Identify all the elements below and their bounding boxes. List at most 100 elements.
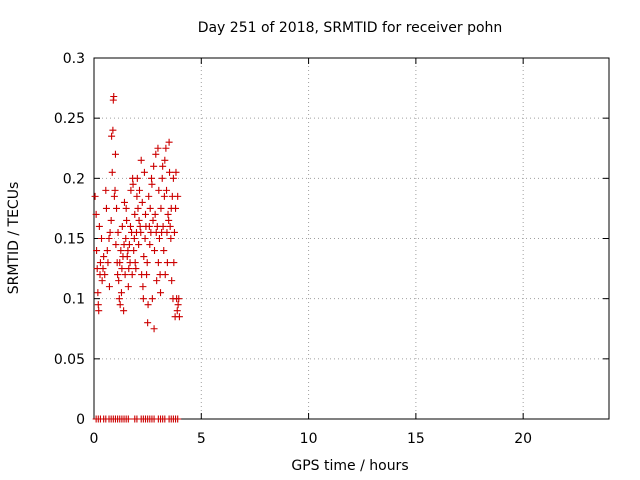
data-point	[114, 271, 122, 279]
y-tick-label: 0.1	[63, 292, 85, 308]
data-point	[154, 144, 162, 152]
data-point	[170, 228, 178, 236]
data-point	[102, 186, 110, 194]
data-point	[92, 210, 100, 218]
data-point	[125, 265, 133, 273]
data-point	[116, 301, 124, 309]
data-point	[158, 174, 166, 182]
data-point	[110, 93, 118, 101]
data-point	[96, 259, 104, 267]
data-point	[166, 222, 174, 230]
data-point	[166, 168, 174, 176]
data-point	[134, 204, 142, 212]
y-tick-label: 0.25	[54, 111, 85, 127]
y-tick-label: 0.3	[63, 51, 85, 67]
data-point	[155, 235, 163, 242]
data-point	[105, 283, 113, 291]
data-point	[157, 204, 165, 212]
data-point	[174, 192, 182, 200]
y-tick-label: 0.05	[54, 352, 85, 368]
data-point	[160, 247, 168, 255]
data-point	[170, 259, 178, 267]
data-point	[98, 235, 106, 242]
data-point	[133, 174, 141, 182]
x-tick-label: 15	[407, 431, 425, 447]
data-point	[163, 186, 171, 194]
data-point	[102, 204, 110, 212]
data-point	[115, 277, 123, 285]
data-point	[118, 265, 126, 273]
data-point	[140, 168, 148, 176]
data-point	[137, 228, 145, 236]
data-points	[91, 93, 183, 423]
data-point	[108, 132, 116, 140]
data-point	[120, 307, 128, 315]
data-point	[143, 271, 151, 279]
x-tick-label: 20	[514, 431, 532, 447]
data-point	[117, 289, 125, 297]
x-tick-labels: 0 5 10 15 20	[90, 431, 533, 447]
data-point	[95, 222, 103, 230]
x-axis-label: GPS time / hours	[291, 458, 408, 474]
data-point	[151, 210, 159, 218]
data-point	[146, 204, 154, 212]
data-point	[139, 283, 147, 291]
data-point	[144, 319, 152, 327]
data-point	[131, 259, 139, 267]
data-point	[167, 235, 175, 242]
data-point	[131, 210, 139, 218]
data-point	[172, 168, 180, 176]
data-point	[144, 301, 152, 309]
data-point	[108, 168, 116, 176]
data-point	[95, 307, 103, 315]
axis-ticks	[93, 57, 609, 420]
y-tick-label: 0.15	[54, 232, 85, 248]
data-point	[128, 271, 136, 279]
data-point	[165, 216, 173, 224]
data-point	[123, 253, 131, 261]
y-axis-label: SRMTID / TECUs	[6, 182, 22, 295]
data-point	[169, 174, 177, 182]
data-point	[174, 415, 182, 423]
y-tick-label: 0	[76, 412, 85, 428]
data-point	[124, 415, 132, 423]
data-point	[143, 259, 151, 267]
data-point	[148, 180, 156, 188]
chart-title: Day 251 of 2018, SRMTID for receiver poh…	[198, 20, 503, 36]
data-point	[115, 295, 123, 303]
data-point	[123, 216, 131, 224]
data-point	[122, 204, 130, 212]
data-point	[141, 235, 149, 242]
data-point	[149, 216, 157, 224]
x-tick-label: 5	[197, 431, 206, 447]
data-point	[173, 307, 181, 315]
data-point	[159, 162, 167, 170]
data-point	[117, 247, 125, 255]
data-point	[121, 271, 129, 279]
data-point	[148, 295, 156, 303]
data-point	[127, 186, 135, 194]
data-point	[168, 277, 176, 285]
data-point	[133, 192, 141, 200]
data-point	[172, 204, 180, 212]
data-point	[124, 283, 132, 291]
data-point	[163, 228, 171, 236]
y-tick-label: 0.2	[63, 171, 85, 187]
y-tick-labels: 0 0.05 0.1 0.15 0.2 0.25 0.3	[54, 51, 85, 428]
x-tick-label: 0	[90, 431, 99, 447]
data-point	[130, 247, 138, 255]
data-point	[175, 313, 183, 321]
data-point	[150, 162, 158, 170]
data-point	[109, 126, 117, 134]
data-point	[162, 144, 170, 152]
data-point	[104, 259, 112, 267]
data-point	[103, 247, 111, 255]
data-point	[164, 210, 172, 218]
data-point	[94, 301, 102, 309]
data-point	[148, 174, 156, 182]
data-point	[101, 271, 109, 279]
data-point	[111, 150, 119, 158]
grid-lines	[94, 58, 609, 419]
data-point	[112, 241, 120, 249]
